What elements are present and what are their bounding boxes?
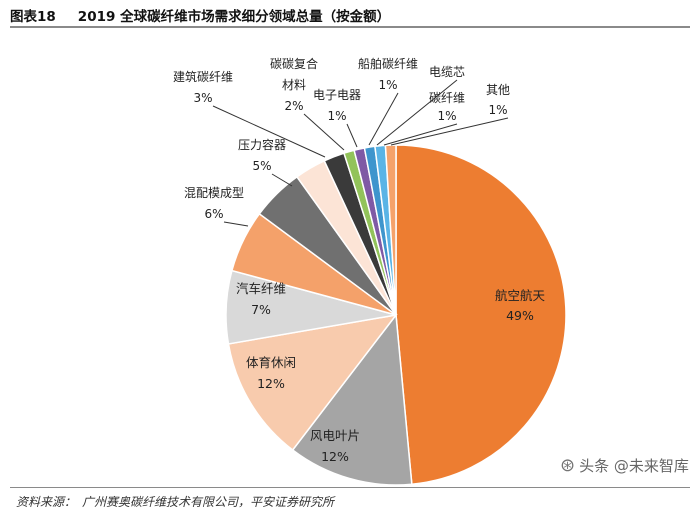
slice-label-4: 混配模成型	[184, 186, 244, 200]
slice-label-8: 电子电器	[313, 88, 361, 102]
slice-label-1: 风电叶片	[310, 428, 360, 443]
slice-label-10: 电缆芯	[429, 65, 465, 79]
slice-value-label-5: 5%	[252, 159, 271, 173]
slice-value-label-7: 2%	[284, 99, 303, 113]
slice-label-5: 压力容器	[238, 137, 286, 152]
slice-label-0: 航空航天	[495, 288, 546, 303]
watermark-logo-icon: ⊛	[560, 455, 576, 476]
slice-value-label-8: 1%	[327, 109, 346, 123]
figure-number: 图表18	[10, 9, 56, 25]
leader-line-12	[390, 117, 509, 146]
slice-label-2: 体育休闲	[246, 355, 296, 370]
slice-value-label-3: 7%	[251, 302, 271, 317]
slice-value-label-0: 49%	[506, 308, 534, 323]
watermark-text: 头条 @未来智库	[579, 457, 689, 475]
leader-line-6	[212, 105, 326, 158]
pie-slice-12	[384, 144, 397, 316]
slice-label-7: 材料	[282, 78, 306, 92]
source-note: 资料来源： 广州赛奥碳纤维技术有限公司，平安证券研究所	[16, 493, 334, 510]
watermark: ⊛ 头条 @未来智库	[560, 455, 689, 476]
pie-slice-1	[291, 313, 413, 486]
figure-header: 图表18 2019 全球碳纤维市场需求细分领域总量（按金额）	[10, 4, 690, 26]
slice-value-label-2: 12%	[257, 376, 285, 391]
slice-value-label-4: 6%	[204, 207, 223, 221]
slice-value-label-11: 1%	[437, 109, 456, 123]
slice-label-12: 其他	[486, 83, 510, 97]
header-divider	[10, 26, 690, 28]
slice-label-11: 碳纤维	[429, 91, 465, 105]
leader-line-7	[303, 113, 345, 151]
leader-line-11	[383, 123, 458, 146]
slice-value-label-6: 3%	[193, 91, 212, 105]
leader-line-4	[223, 221, 249, 227]
slice-value-label-1: 12%	[321, 449, 349, 464]
leader-line-8	[346, 123, 358, 148]
pie-slice-2	[227, 313, 398, 452]
pie-slice-0	[395, 144, 567, 486]
source-label: 资料来源：	[16, 495, 77, 509]
slice-value-label-9: 1%	[378, 78, 397, 92]
footer-divider	[10, 487, 690, 488]
figure-title: 2019 全球碳纤维市场需求细分领域总量（按金额）	[77, 9, 391, 25]
leader-line-10	[376, 79, 458, 146]
leader-line-5	[271, 173, 293, 187]
slice-value-label-12: 1%	[488, 103, 507, 117]
leader-line-9	[368, 92, 399, 146]
slice-label-3: 汽车纤维	[236, 281, 286, 296]
slice-label-7: 碳碳复合	[270, 56, 318, 71]
slice-label-6: 建筑碳纤维	[173, 69, 233, 84]
source-text: 广州赛奥碳纤维技术有限公司，平安证券研究所	[82, 495, 335, 509]
slice-label-9: 船舶碳纤维	[358, 56, 418, 71]
